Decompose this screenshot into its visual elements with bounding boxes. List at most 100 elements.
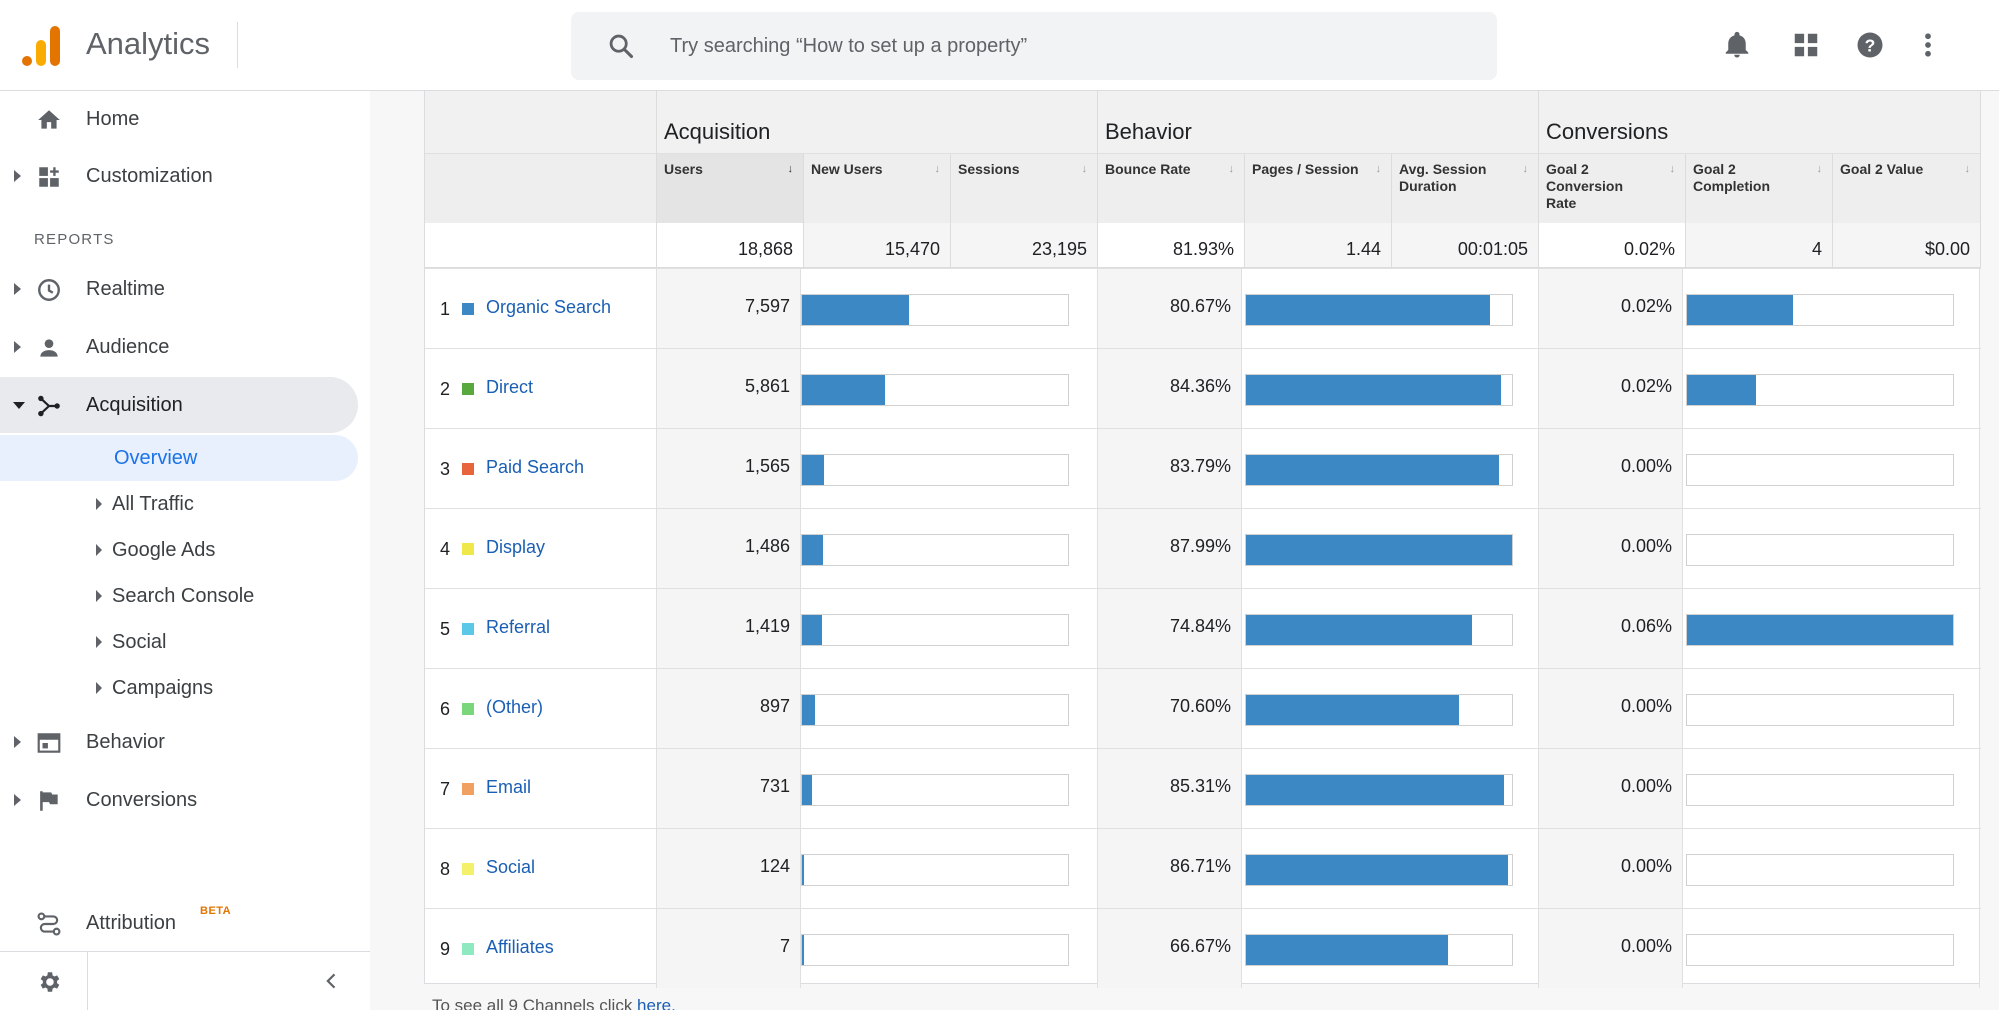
total-value: 81.93%: [1172, 239, 1234, 259]
sort-arrow-icon[interactable]: ↓: [1964, 163, 1971, 175]
users-value-cell: 731: [657, 749, 801, 828]
channel-link-referral[interactable]: Referral: [486, 617, 551, 637]
total-value: 4: [1811, 239, 1822, 259]
more-vert-icon[interactable]: [1913, 30, 1943, 60]
sidebar-item-behavior[interactable]: Behavior: [0, 714, 358, 770]
sort-arrow-icon[interactable]: ↓: [1081, 163, 1088, 175]
reports-section-label: REPORTS: [34, 231, 115, 248]
channel-link-direct[interactable]: Direct: [486, 377, 534, 397]
sidebar-item-conversions[interactable]: Conversions: [0, 772, 358, 828]
goal-2-conversion-rate-bar: [1687, 615, 1953, 645]
sort-arrow-icon[interactable]: ↓: [1375, 163, 1382, 175]
users-value: 897: [759, 696, 790, 716]
sidebar-item-home[interactable]: Home: [0, 91, 358, 147]
bounce-rate-bar: [1246, 695, 1460, 725]
goal-2-conversion-rate-bar: [1687, 295, 1794, 325]
sidebar-item-audience[interactable]: Audience: [0, 319, 358, 375]
goal-2-conversion-rate-value-cell: 0.06%: [1539, 589, 1683, 668]
total-value: 0.02%: [1623, 239, 1675, 259]
sidebar-subitem-label: Overview: [114, 447, 198, 469]
users-bar-cell: [801, 909, 1098, 988]
search-bar[interactable]: [571, 12, 1497, 80]
bounce-rate-bar: [1246, 775, 1505, 805]
users-value-cell: 1,565: [657, 429, 801, 508]
sidebar-item-label: Conversions: [86, 789, 198, 811]
app-title[interactable]: Analytics: [86, 26, 211, 61]
bounce-rate-bar-track: [1245, 294, 1513, 326]
sidebar: Home Customization REPORTS Realtime Audi…: [0, 91, 370, 1010]
users-bar: [802, 695, 815, 725]
channel-link-other[interactable]: (Other): [486, 697, 544, 717]
column-header-goal-2-completion[interactable]: Goal 2 Completion ↓: [1686, 154, 1833, 223]
channel-link-organic-search[interactable]: Organic Search: [486, 297, 612, 317]
sidebar-item-attribution[interactable]: Attribution BETA: [0, 895, 358, 951]
expand-caret-icon: [14, 283, 21, 295]
sort-arrow-icon[interactable]: ↓: [1669, 163, 1676, 175]
bounce-rate-value-cell: 66.67%: [1098, 909, 1242, 988]
sort-arrow-icon[interactable]: ↓: [1522, 163, 1529, 175]
channel-cell: [425, 589, 657, 668]
goal-2-conversion-rate-bar-cell: [1683, 829, 1980, 908]
sidebar-subitem-search-console[interactable]: Search Console: [0, 573, 358, 619]
expand-caret-icon: [14, 341, 21, 353]
column-header-label: New Users: [811, 161, 883, 177]
channel-link-display[interactable]: Display: [486, 537, 546, 557]
column-header-new-users[interactable]: New Users ↓: [804, 154, 951, 223]
users-value: 7,597: [744, 296, 790, 316]
sidebar-subitem-google-ads[interactable]: Google Ads: [0, 527, 358, 573]
help-icon[interactable]: ?: [1855, 30, 1885, 60]
goal-2-conversion-rate-bar-cell: [1683, 749, 1980, 828]
sort-arrow-icon[interactable]: ↓: [787, 163, 794, 175]
row-rank: 4: [440, 539, 451, 559]
sort-arrow-icon[interactable]: ↓: [1816, 163, 1823, 175]
bounce-rate-bar: [1246, 615, 1473, 645]
sort-arrow-icon[interactable]: ↓: [1228, 163, 1235, 175]
expand-caret-icon: [14, 736, 21, 748]
users-value-cell: 7: [657, 909, 801, 988]
channel-cell: [425, 509, 657, 588]
sidebar-footer: [0, 951, 370, 1010]
channel-link-paid-search[interactable]: Paid Search: [486, 457, 585, 477]
column-header-users[interactable]: Users ↓: [657, 154, 804, 223]
sort-arrow-icon[interactable]: ↓: [934, 163, 941, 175]
sidebar-item-realtime[interactable]: Realtime: [0, 261, 358, 317]
sidebar-item-customization[interactable]: Customization: [0, 148, 358, 204]
explorer-table: Acquisition Behavior Conversions Users ↓ 1…: [424, 91, 1981, 988]
total-pages-session: 1.44: [1245, 223, 1392, 268]
bounce-rate-bar-cell: [1242, 669, 1539, 748]
column-header-pages-session[interactable]: Pages / Session ↓: [1245, 154, 1392, 223]
column-header-goal-2-conversion-rate[interactable]: Goal 2 Conversion Rate ↓: [1539, 154, 1686, 223]
sidebar-subitem-social[interactable]: Social: [0, 619, 358, 665]
bounce-rate-value: 86.71%: [1169, 856, 1231, 876]
bounce-rate-bar-track: [1245, 374, 1513, 406]
see-all-channels-link[interactable]: here.: [637, 996, 676, 1010]
column-header-avg-session-duration[interactable]: Avg. Session Duration ↓: [1392, 154, 1539, 223]
column-header-sessions[interactable]: Sessions ↓: [951, 154, 1098, 223]
channel-link-social[interactable]: Social: [486, 857, 536, 877]
goal-2-conversion-rate-bar-track: [1686, 374, 1954, 406]
channel-color-swatch: [462, 543, 474, 555]
column-header-bounce-rate[interactable]: Bounce Rate ↓: [1098, 154, 1245, 223]
sidebar-item-acquisition[interactable]: Acquisition: [0, 377, 358, 433]
apps-grid-icon[interactable]: [1791, 30, 1821, 60]
chevron-left-icon[interactable]: [322, 971, 342, 991]
gear-icon[interactable]: [36, 969, 62, 995]
sidebar-subitem-all-traffic[interactable]: All Traffic: [0, 481, 358, 527]
bell-icon[interactable]: [1722, 30, 1752, 60]
column-header-goal-2-value[interactable]: Goal 2 Value ↓: [1833, 154, 1981, 223]
sidebar-subitem-campaigns[interactable]: Campaigns: [0, 665, 358, 711]
collapse-caret-icon: [13, 402, 25, 409]
table-row: 3 Paid Search 1,565 83.79% 0.00%: [425, 428, 1981, 508]
analytics-logo-icon[interactable]: [22, 26, 60, 66]
sidebar-subitem-overview[interactable]: Overview: [0, 435, 358, 481]
total-sessions: 23,195: [951, 223, 1098, 268]
goal-2-conversion-rate-bar-track: [1686, 454, 1954, 486]
channel-link-email[interactable]: Email: [486, 777, 532, 797]
footnote: To see all 9 Channels click here.: [432, 996, 676, 1010]
top-app-bar: Analytics ?: [0, 0, 1999, 91]
search-input[interactable]: [670, 24, 1450, 68]
bounce-rate-bar: [1246, 855, 1508, 885]
total-goal-2-value: $0.00: [1833, 223, 1981, 268]
users-bar-cell: [801, 509, 1098, 588]
channel-link-affiliates[interactable]: Affiliates: [486, 937, 554, 957]
